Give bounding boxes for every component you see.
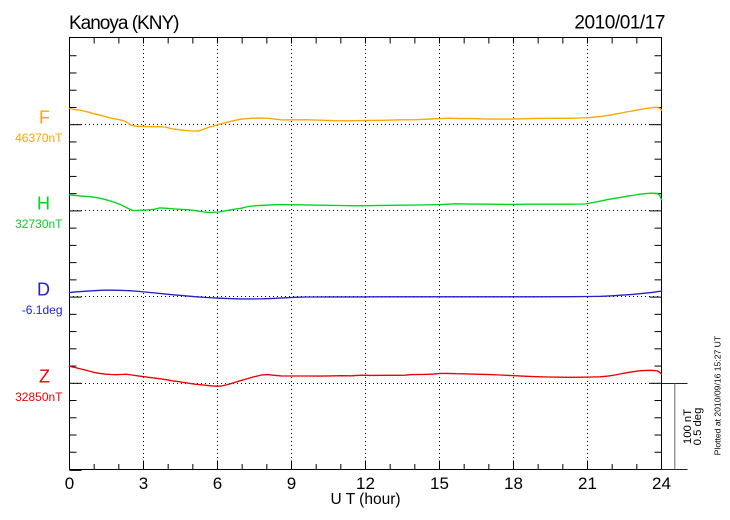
svg-text:9: 9 bbox=[287, 474, 296, 493]
svg-text:0: 0 bbox=[65, 474, 74, 493]
svg-text:U T (hour): U T (hour) bbox=[330, 491, 400, 508]
svg-text:Kanoya (KNY): Kanoya (KNY) bbox=[69, 13, 179, 34]
svg-text:32730nT: 32730nT bbox=[15, 217, 63, 231]
svg-text:15: 15 bbox=[430, 474, 449, 493]
svg-text:H: H bbox=[37, 194, 50, 214]
svg-text:Plotted at 2010/09/16 15:27 UT: Plotted at 2010/09/16 15:27 UT bbox=[713, 335, 723, 455]
svg-text:Z: Z bbox=[39, 367, 50, 387]
svg-text:24: 24 bbox=[652, 474, 671, 493]
svg-text:F: F bbox=[39, 108, 50, 128]
svg-text:12: 12 bbox=[356, 474, 375, 493]
svg-text:2010/01/17: 2010/01/17 bbox=[574, 13, 665, 34]
svg-text:32850nT: 32850nT bbox=[15, 390, 63, 404]
svg-text:0.5 deg: 0.5 deg bbox=[692, 408, 704, 446]
svg-text:100 nT: 100 nT bbox=[682, 409, 694, 444]
svg-text:21: 21 bbox=[578, 474, 597, 493]
svg-text:6: 6 bbox=[213, 474, 222, 493]
svg-text:46370nT: 46370nT bbox=[15, 131, 63, 145]
svg-text:3: 3 bbox=[139, 474, 148, 493]
svg-text:18: 18 bbox=[504, 474, 523, 493]
svg-text:-6.1deg: -6.1deg bbox=[22, 303, 63, 317]
svg-text:D: D bbox=[37, 280, 50, 300]
